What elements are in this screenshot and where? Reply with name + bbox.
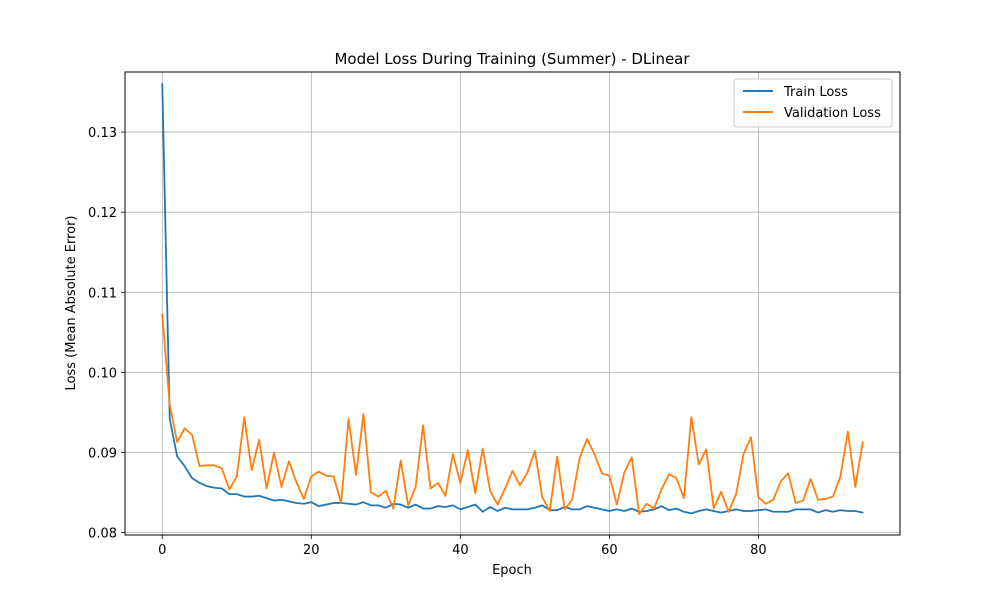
- legend-label-train: Train Loss: [783, 85, 848, 100]
- x-tick-label: 60: [601, 543, 618, 558]
- grid: [125, 72, 900, 535]
- plot-frame: [124, 71, 901, 536]
- x-tick-label: 40: [452, 543, 469, 558]
- legend-label-validation: Validation Loss: [784, 106, 881, 121]
- x-tick-label: 0: [158, 543, 166, 558]
- chart-title: Model Loss During Training (Summer) - DL…: [334, 50, 690, 68]
- y-tick-label: 0.11: [88, 286, 117, 301]
- x-axis-label: Epoch: [492, 563, 532, 578]
- x-tick-label: 80: [750, 543, 767, 558]
- legend-box: [733, 78, 893, 128]
- series-lines: [161, 83, 864, 516]
- x-tick-label: 20: [303, 543, 320, 558]
- y-axis-label: Loss (Mean Absolute Error): [64, 216, 79, 391]
- y-tick-label: 0.13: [88, 126, 117, 141]
- y-tick-label: 0.09: [88, 446, 117, 461]
- legend: Train Loss Validation Loss: [733, 78, 893, 128]
- axis-ticks: 0 20 40 60 80 0.08 0.09 0.10 0.11 0.12 0.13: [88, 126, 767, 558]
- train-loss-line: [161, 83, 864, 515]
- validation-loss-line: [161, 313, 864, 516]
- y-tick-label: 0.10: [88, 366, 117, 381]
- y-tick-label: 0.08: [88, 527, 117, 542]
- y-tick-label: 0.12: [88, 206, 117, 221]
